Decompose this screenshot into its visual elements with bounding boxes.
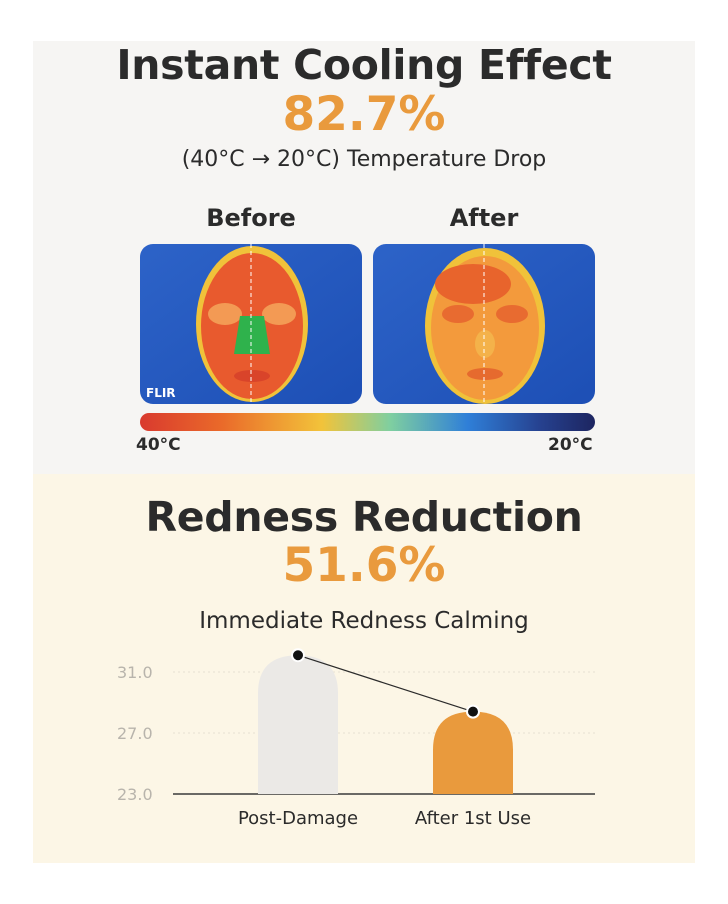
cooling-percent: 82.7% — [282, 87, 446, 142]
redness-section: Redness Reduction 51.6% Immediate Rednes… — [33, 474, 695, 863]
scale-min-label: 40°C — [136, 435, 181, 455]
cooling-section: Instant Cooling Effect 82.7% (40°C → 20°… — [33, 41, 695, 474]
temperature-scale-bar — [140, 413, 595, 431]
redness-subtitle: Immediate Redness Calming — [199, 608, 529, 634]
redness-bar-chart: 23.0 27.0 31.0 Post-Damage After 1st Use — [117, 648, 595, 829]
after-thermal-image — [373, 244, 595, 404]
scale-max-label: 20°C — [548, 435, 593, 455]
bar-post-damage — [258, 655, 338, 794]
x-category-label: Post-Damage — [238, 808, 358, 829]
data-point — [291, 648, 305, 663]
y-tick-label: 31.0 — [117, 663, 153, 682]
before-thermal-image: FLIR — [140, 244, 362, 404]
bar-after-first-use — [433, 711, 513, 794]
y-tick-label: 27.0 — [117, 724, 153, 743]
trend-line — [297, 654, 474, 713]
cooling-subtitle: (40°C → 20°C) Temperature Drop — [181, 147, 547, 172]
x-category-label: After 1st Use — [415, 808, 531, 829]
before-label: Before — [206, 204, 296, 232]
flir-logo: FLIR — [146, 386, 176, 400]
redness-title: Redness Reduction — [145, 493, 583, 541]
after-label: After — [449, 204, 519, 232]
data-point — [466, 704, 480, 719]
redness-percent: 51.6% — [282, 538, 446, 593]
y-tick-label: 23.0 — [117, 785, 153, 804]
cooling-title: Instant Cooling Effect — [116, 41, 612, 89]
